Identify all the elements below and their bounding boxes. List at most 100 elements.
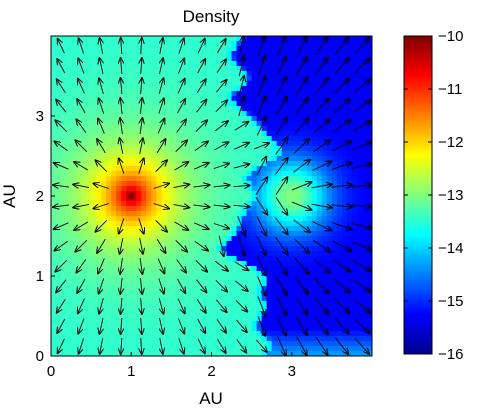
heatmap-cell [366,276,372,282]
heatmap-cell [211,51,218,57]
velocity-arrow [257,316,265,336]
heatmap-cell [191,286,198,292]
heatmap-cell [306,186,313,192]
velocity-arrow [236,319,246,332]
heatmap-cell [221,211,228,217]
heatmap-cell [161,331,167,337]
heatmap-cell [111,196,117,202]
heatmap-cell [101,91,107,97]
heatmap-cell [51,146,57,152]
heatmap-cell [171,46,177,52]
heatmap-cell [361,211,368,217]
heatmap-cell [221,341,228,347]
heatmap-cell [176,151,183,157]
heatmap-cell [316,316,323,322]
heatmap-cell [281,91,288,97]
heatmap-cell [121,316,127,322]
heatmap-cell [336,101,343,107]
heatmap-cell [181,301,188,307]
heatmap-cell [56,171,62,177]
velocity-arrow [313,258,330,273]
heatmap-cell [241,216,248,222]
heatmap-cell [191,146,198,152]
heatmap-cell [136,231,142,237]
heatmap-cell [146,141,152,147]
heatmap-cell [116,301,122,307]
heatmap-cell [56,146,62,152]
heatmap-cell [61,291,67,297]
heatmap-cell [261,81,268,87]
heatmap-cell [121,251,127,257]
heatmap-cell [51,181,57,187]
heatmap-cell [261,146,268,152]
heatmap-cell [286,221,293,227]
heatmap-cell [271,116,278,122]
heatmap-cell [241,236,248,242]
velocity-arrow [233,185,250,186]
heatmap-cell [341,236,348,242]
heatmap-cell [356,256,363,262]
heatmap-cell [286,76,293,82]
heatmap-cell [151,56,157,62]
heatmap-cell [361,96,368,102]
velocity-arrow [275,158,288,175]
heatmap-cell [151,71,157,77]
velocity-arrow [334,298,350,314]
heatmap-cell [131,201,137,207]
heatmap-cell [326,41,333,47]
heatmap-cell [231,116,238,122]
heatmap-cell [146,251,152,257]
heatmap-cell [216,56,223,62]
heatmap-cell [291,41,298,47]
heatmap-cell [306,321,313,327]
heatmap-cell [206,41,213,47]
heatmap-cell [81,56,87,62]
heatmap-cell [311,76,318,82]
heatmap-cell [246,281,253,287]
heatmap-cell [311,251,318,257]
heatmap-cell [226,211,233,217]
heatmap-cell [166,46,172,52]
heatmap-cell [366,66,372,72]
heatmap-cell [316,251,323,257]
heatmap-cell [146,171,152,177]
heatmap-cell [271,96,278,102]
heatmap-cell [101,51,107,57]
heatmap-cell [96,191,102,197]
heatmap-cell [171,66,177,72]
heatmap-cell [286,246,293,252]
heatmap-cell [151,251,157,257]
heatmap-cell [61,151,67,157]
heatmap-cell [356,161,363,167]
heatmap-cell [126,146,132,152]
heatmap-cell [231,41,238,47]
heatmap-cell [116,221,122,227]
velocity-arrow [218,235,223,256]
heatmap-cell [211,126,218,132]
heatmap-cell [291,276,298,282]
heatmap-cell [81,281,87,287]
heatmap-cell [161,211,167,217]
heatmap-cell [86,71,92,77]
heatmap-cell [316,256,323,262]
heatmap-cell [266,196,273,202]
heatmap-cell [211,311,218,317]
velocity-arrow [235,280,247,291]
heatmap-cell [171,266,177,272]
heatmap-cell [61,271,67,277]
heatmap-cell [356,156,363,162]
heatmap-cell [241,256,248,262]
heatmap-cell [216,286,223,292]
heatmap-cell [256,296,263,302]
heatmap-cell [316,206,323,212]
heatmap-cell [101,86,107,92]
heatmap-cell [211,121,218,127]
heatmap-cell [111,316,117,322]
heatmap-cell [231,206,238,212]
heatmap-cell [271,346,278,352]
heatmap-cell [266,36,273,42]
heatmap-cell [76,291,82,297]
heatmap-cell [351,36,358,42]
heatmap-cell [146,271,152,277]
heatmap-cell [61,96,67,102]
